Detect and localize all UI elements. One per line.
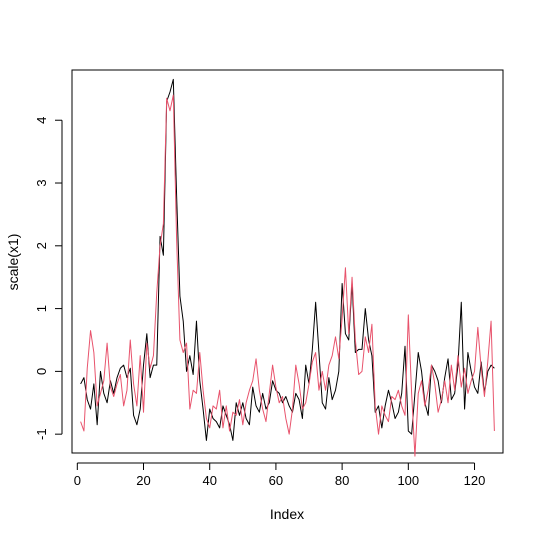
y-tick-label: 4 <box>34 117 49 124</box>
series-layer <box>80 78 495 457</box>
y-axis: -1 0 1 2 3 4 <box>34 117 63 440</box>
y-tick-label: 2 <box>34 242 49 249</box>
x-tick-label: 100 <box>397 473 419 488</box>
y-axis-title: scale(x1) <box>5 234 21 291</box>
x-tick-label: 60 <box>269 473 283 488</box>
y-tick-label: -1 <box>34 428 49 440</box>
y-tick-label: 0 <box>34 368 49 375</box>
x-tick-label: 80 <box>335 473 349 488</box>
x-tick-label: 120 <box>464 473 486 488</box>
x-tick-label: 0 <box>74 473 81 488</box>
series-line-2 <box>80 94 495 457</box>
plot-frame <box>71 69 504 454</box>
x-tick-label: 20 <box>136 473 150 488</box>
series-line-1 <box>80 78 495 441</box>
y-tick-label: 3 <box>34 179 49 186</box>
x-axis-title: Index <box>270 506 304 522</box>
x-tick-label: 40 <box>202 473 216 488</box>
x-axis: 0 20 40 60 80 100 120 <box>74 462 486 488</box>
y-tick-label: 1 <box>34 305 49 312</box>
